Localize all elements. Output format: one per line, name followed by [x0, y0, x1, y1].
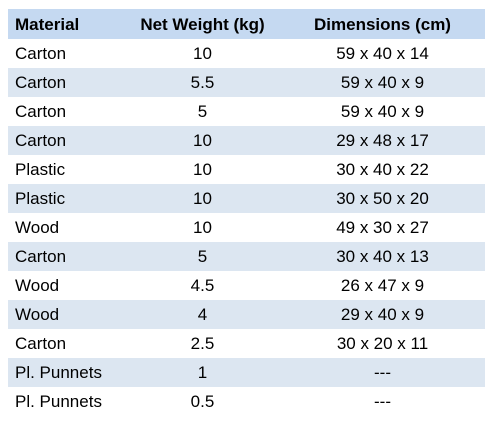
table-header: Material Net Weight (kg) Dimensions (cm) — [8, 9, 485, 39]
table-cell: 5 — [197, 102, 208, 121]
header-cell: Material — [8, 9, 125, 39]
table-cell: Pl. Punnets — [8, 358, 125, 387]
table-row: Carton 5 30 x 40 x 13 — [8, 242, 485, 271]
table-cell: Wood — [15, 218, 60, 237]
table-cell: 4.5 — [190, 276, 215, 295]
table-row: Wood 4 29 x 40 x 9 — [8, 300, 485, 329]
table-cell: Carton — [15, 44, 67, 63]
table-cell: 10 — [125, 184, 280, 213]
table-cell: 0.5 — [190, 392, 215, 411]
table-cell: Pl. Punnets — [15, 392, 102, 411]
table-cell: 10 — [125, 126, 280, 155]
header-cell: Dimensions (cm) — [280, 9, 485, 39]
table-cell: 1 — [125, 358, 280, 387]
header-cell: Net Weight (kg) — [125, 9, 280, 39]
table-cell: --- — [280, 358, 485, 387]
table-cell: 30 x 40 x 13 — [280, 242, 485, 271]
table-cell: 2.5 — [190, 334, 215, 353]
table-cell: Carton — [15, 334, 67, 353]
table-body: Carton 10 59 x 40 x 14 Carton 5.5 59 x 40 x 9… — [8, 39, 485, 416]
table-cell: Plastic — [15, 160, 66, 179]
table-cell: 59 x 40 x 9 — [340, 102, 425, 121]
table-row: Carton 5.5 59 x 40 x 9 — [8, 68, 485, 97]
table-row: Pl. Punnets 1 --- — [8, 358, 485, 387]
table-row: Plastic 10 30 x 50 x 20 — [8, 184, 485, 213]
table-cell: 29 x 40 x 9 — [280, 300, 485, 329]
table-cell: 30 x 20 x 11 — [336, 334, 429, 353]
table-row: Carton 5 59 x 40 x 9 — [8, 97, 485, 126]
table-cell: 26 x 47 x 9 — [340, 276, 425, 295]
table-cell: 59 x 40 x 9 — [280, 68, 485, 97]
table-cell: --- — [374, 392, 391, 411]
table-cell: 5 — [125, 242, 280, 271]
header-row: Material Net Weight (kg) Dimensions (cm) — [8, 9, 485, 39]
table-cell: 10 — [193, 44, 212, 63]
table-row: Carton 10 29 x 48 x 17 — [8, 126, 485, 155]
packaging-table: Material Net Weight (kg) Dimensions (cm) C… — [8, 9, 485, 416]
table-row: Carton 10 59 x 40 x 14 — [8, 39, 485, 68]
table-cell: Carton — [8, 126, 125, 155]
table-cell: Wood — [8, 300, 125, 329]
table-cell: Plastic — [8, 184, 125, 213]
table-cell: 10 — [193, 160, 212, 179]
table-cell: Carton — [8, 68, 125, 97]
table-row: Plastic 10 30 x 40 x 22 — [8, 155, 485, 184]
table-cell: 5.5 — [125, 68, 280, 97]
table-cell: 10 — [193, 218, 212, 237]
table-row: Wood 10 49 x 30 x 27 — [8, 213, 485, 242]
table-row: Carton 2.5 30 x 20 x 11 — [8, 329, 485, 358]
table-cell: Carton — [8, 242, 125, 271]
table-cell: Carton — [15, 102, 67, 121]
table-cell: 49 x 30 x 27 — [336, 218, 429, 237]
table-cell: 30 x 40 x 22 — [336, 160, 429, 179]
table-row: Wood 4.5 26 x 47 x 9 — [8, 271, 485, 300]
table-cell: 4 — [125, 300, 280, 329]
table-row: Pl. Punnets 0.5 --- — [8, 387, 485, 416]
table-cell: Wood — [15, 276, 60, 295]
table-cell: 29 x 48 x 17 — [280, 126, 485, 155]
table-cell: 59 x 40 x 14 — [336, 44, 429, 63]
table-cell: 30 x 50 x 20 — [280, 184, 485, 213]
